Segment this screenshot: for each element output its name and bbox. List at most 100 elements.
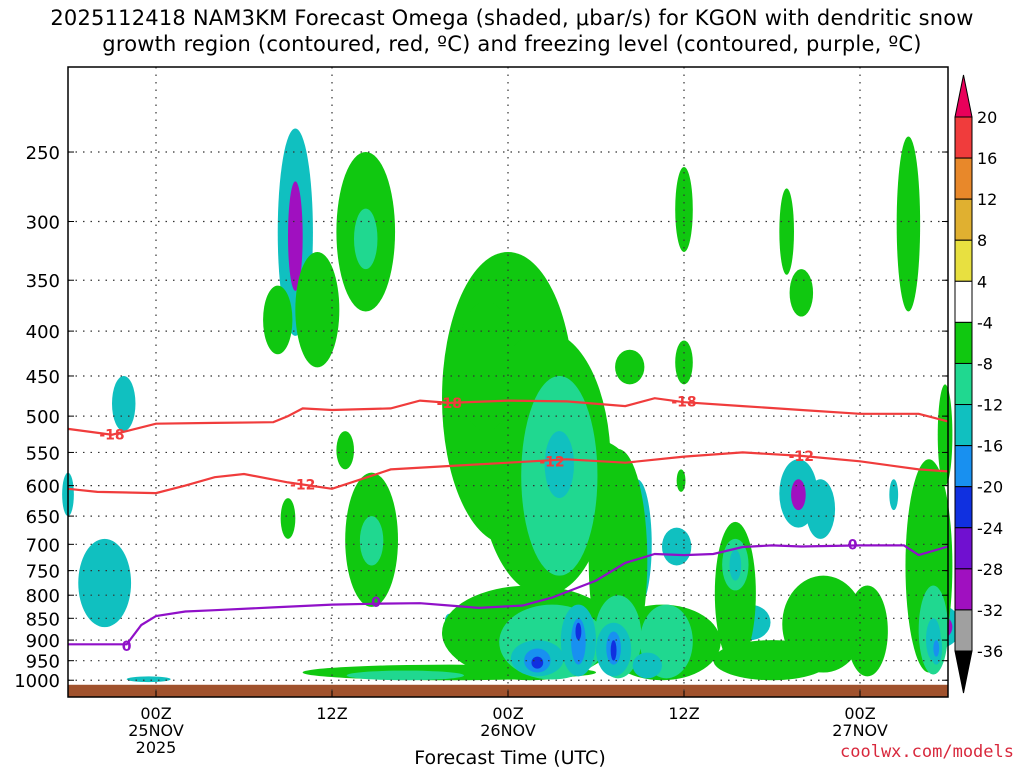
omega-region: [713, 640, 831, 681]
colorbar-segment: [954, 198, 973, 241]
colorbar-label: 20: [977, 108, 997, 127]
y-tick-label: 1000: [14, 671, 60, 692]
y-tick-label: 250: [26, 143, 60, 164]
x-tick-label: 25NOV: [128, 721, 184, 740]
y-tick-label: 550: [26, 443, 60, 464]
omega-region: [791, 479, 806, 511]
y-axis: 2503003504004505005506006507007508008509…: [14, 143, 948, 692]
colorbar-label: -4: [977, 313, 993, 332]
x-tick-label: 27NOV: [832, 721, 888, 740]
y-tick-label: 400: [26, 322, 60, 343]
omega-shading-layer: [62, 128, 962, 683]
x-tick-label: 00Z: [140, 704, 171, 723]
omega-region: [295, 251, 340, 368]
colorbar-top-arrow: [954, 74, 973, 118]
freezing_purple-contour: [68, 544, 949, 646]
colorbar-label: 16: [977, 149, 997, 168]
y-tick-label: 600: [26, 477, 60, 498]
omega-region: [544, 431, 574, 499]
x-tick-label: 00Z: [492, 704, 523, 723]
omega-region: [675, 340, 693, 385]
contour-label: -18: [99, 428, 124, 444]
y-tick-label: 900: [26, 631, 60, 652]
y-tick-label: 750: [26, 562, 60, 583]
omega-region: [456, 301, 516, 432]
chart-title-line-2: growth region (contoured, red, ºC) and f…: [102, 32, 922, 56]
omega-region: [575, 622, 582, 641]
colorbar-label: -24: [977, 519, 1003, 538]
colorbar-label: -36: [977, 642, 1003, 661]
omega-region: [846, 585, 888, 677]
contour-label: 0: [122, 639, 132, 655]
colorbar-label: -8: [977, 354, 993, 373]
omega-region: [662, 527, 692, 566]
x-tick-label: 12Z: [668, 704, 699, 723]
contour-label: -18: [671, 394, 696, 410]
x-tick-label: 26NOV: [480, 721, 536, 740]
colorbar-label: -32: [977, 601, 1003, 620]
contour-label: -12: [789, 449, 814, 465]
contour-label: 0: [371, 595, 381, 611]
omega-region: [610, 640, 617, 661]
colorbar-segment: [954, 239, 973, 282]
y-tick-label: 700: [26, 535, 60, 556]
y-tick-label: 850: [26, 609, 60, 630]
contour-layer: -18 -18 -18 -12 -12 -12 0 0 0: [67, 394, 949, 655]
omega-region: [675, 166, 693, 252]
dendritic_red-contour: [67, 397, 949, 436]
y-tick-label: 950: [26, 652, 60, 673]
omega-region: [531, 656, 544, 669]
contour-label: 0: [848, 537, 858, 553]
colorbar-label: 12: [977, 190, 997, 209]
omega-region: [78, 538, 132, 628]
x-tick-label: 12Z: [316, 704, 347, 723]
omega-region: [336, 431, 355, 470]
colorbar: 20 16 12 8 4 -4 -8 -12 -16 -20 -24 -28 -32 -36: [954, 74, 1003, 694]
y-tick-label: 500: [26, 407, 60, 428]
omega-region: [346, 670, 465, 681]
y-tick-label: 350: [26, 271, 60, 292]
colorbar-label: 8: [977, 231, 987, 250]
colorbar-segment: [954, 609, 973, 652]
contour-label: -12: [290, 477, 315, 493]
omega-region: [729, 549, 742, 581]
colorbar-segment: [954, 445, 973, 488]
colorbar-segment: [954, 568, 973, 611]
omega-region: [805, 479, 836, 539]
contour-label: -12: [539, 454, 564, 470]
omega-region: [889, 479, 899, 511]
colorbar-label: 4: [977, 272, 987, 291]
y-tick-label: 800: [26, 586, 60, 607]
omega-region: [779, 188, 795, 275]
colorbar-segment: [954, 486, 973, 529]
omega-region: [263, 285, 293, 355]
colorbar-segment: [954, 362, 973, 406]
colorbar-segment: [954, 527, 973, 570]
y-tick-label: 300: [26, 212, 60, 233]
contour-label: -18: [437, 396, 462, 412]
y-tick-label: 650: [26, 507, 60, 528]
colorbar-segment: [954, 280, 973, 323]
x-axis-label: Forecast Time (UTC): [414, 747, 605, 768]
omega-region: [354, 208, 378, 270]
omega-region: [676, 469, 686, 492]
x-tick-label: 00Z: [844, 704, 875, 723]
omega-region: [615, 349, 645, 385]
omega-region: [280, 498, 296, 539]
colorbar-segment: [954, 321, 973, 364]
credit-text: coolwx.com/models: [840, 742, 1014, 762]
colorbar-label: -20: [977, 478, 1003, 497]
chart-title-line-1: 2025112418 NAM3KM Forecast Omega (shaded…: [50, 6, 974, 30]
omega-region: [571, 618, 586, 665]
omega-region: [126, 676, 171, 683]
colorbar-label: -12: [977, 396, 1003, 415]
gridlines: [68, 67, 948, 697]
omega-region: [933, 640, 940, 657]
colorbar-segment: [954, 157, 973, 200]
x-tick-label: 2025: [136, 738, 177, 757]
omega-region: [359, 516, 384, 566]
omega-region: [288, 181, 303, 291]
y-tick-label: 450: [26, 367, 60, 388]
